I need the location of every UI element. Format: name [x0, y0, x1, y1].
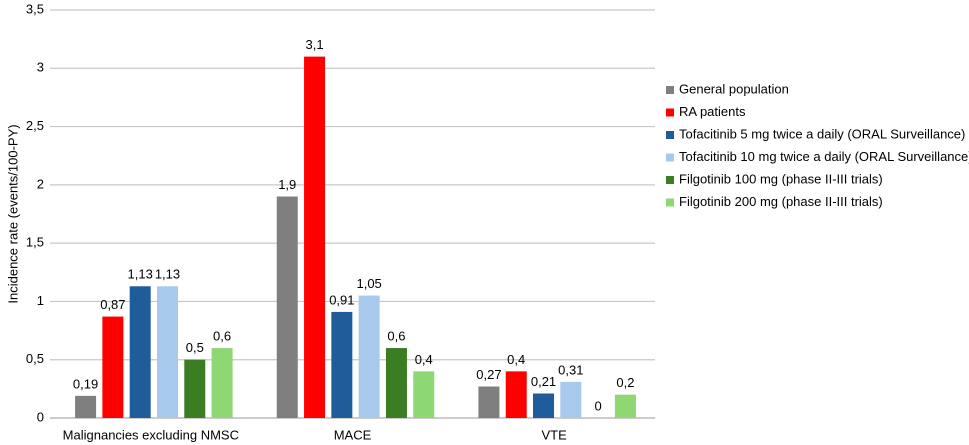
- data-label: 1,05: [356, 276, 381, 291]
- y-tick-label: 1: [37, 293, 44, 308]
- bar: [156, 286, 178, 418]
- legend-swatch: [666, 153, 674, 162]
- bar: [129, 286, 151, 418]
- legend-swatch: [666, 131, 674, 139]
- data-label: 1,9: [278, 177, 296, 192]
- data-label: 0,31: [558, 362, 583, 377]
- legend-label: Tofacitinib 5 mg twice a daily (ORAL Sur…: [679, 126, 965, 141]
- bar: [102, 316, 124, 418]
- legend-label: RA patients: [679, 104, 746, 119]
- bar: [413, 371, 435, 418]
- y-tick-label: 0,5: [26, 351, 44, 366]
- data-label: 0,87: [100, 297, 125, 312]
- y-tick-label: 2,5: [26, 118, 44, 133]
- legend-label: Filgotinib 200 mg (phase II-III trials): [679, 194, 883, 209]
- data-label: 0,19: [73, 376, 98, 391]
- bar: [75, 395, 97, 418]
- y-axis-title: Incidence rate (events/100-PY): [5, 124, 20, 303]
- legend-label: Filgotinib 100 mg (phase II-III trials): [679, 171, 883, 186]
- legend-swatch: [666, 86, 674, 94]
- y-tick-label: 1,5: [26, 235, 44, 250]
- bar: [184, 359, 206, 418]
- data-label: 0,91: [329, 292, 354, 307]
- data-label: 0,6: [387, 328, 405, 343]
- legend-swatch: [666, 198, 674, 207]
- data-label: 0,27: [476, 367, 501, 382]
- data-label: 0,4: [415, 352, 433, 367]
- x-tick-label: Malignancies excluding NMSC: [63, 427, 239, 442]
- data-label: 1,13: [128, 267, 153, 282]
- bar: [385, 348, 407, 418]
- bar: [533, 393, 555, 418]
- data-label: 0,6: [213, 328, 231, 343]
- bar: [358, 295, 380, 418]
- y-tick-label: 2: [37, 176, 44, 191]
- legend-label: General population: [679, 81, 789, 96]
- data-label: 0,21: [531, 374, 556, 389]
- bar: [614, 394, 636, 418]
- legend-swatch: [666, 176, 674, 184]
- data-label: 0,2: [616, 375, 634, 390]
- y-tick-label: 0: [37, 409, 44, 424]
- y-tick-label: 3,5: [26, 1, 44, 16]
- bar: [276, 196, 298, 418]
- data-label: 3,1: [306, 37, 324, 52]
- bar: [505, 371, 527, 418]
- bar: [560, 381, 582, 418]
- bar: [304, 56, 326, 418]
- data-label: 0,5: [186, 340, 204, 355]
- x-tick-label: MACE: [334, 427, 372, 442]
- legend-swatch: [666, 108, 674, 117]
- bar: [211, 348, 233, 418]
- data-label: 0,4: [507, 352, 525, 367]
- legend-label: Tofacitinib 10 mg twice a daily (ORAL Su…: [679, 149, 969, 164]
- data-label: 0: [594, 398, 601, 413]
- bar: [478, 386, 500, 418]
- x-tick-label: VTE: [542, 427, 568, 442]
- data-label: 1,13: [155, 267, 180, 282]
- y-tick-label: 3: [37, 60, 44, 75]
- bar: [331, 311, 353, 418]
